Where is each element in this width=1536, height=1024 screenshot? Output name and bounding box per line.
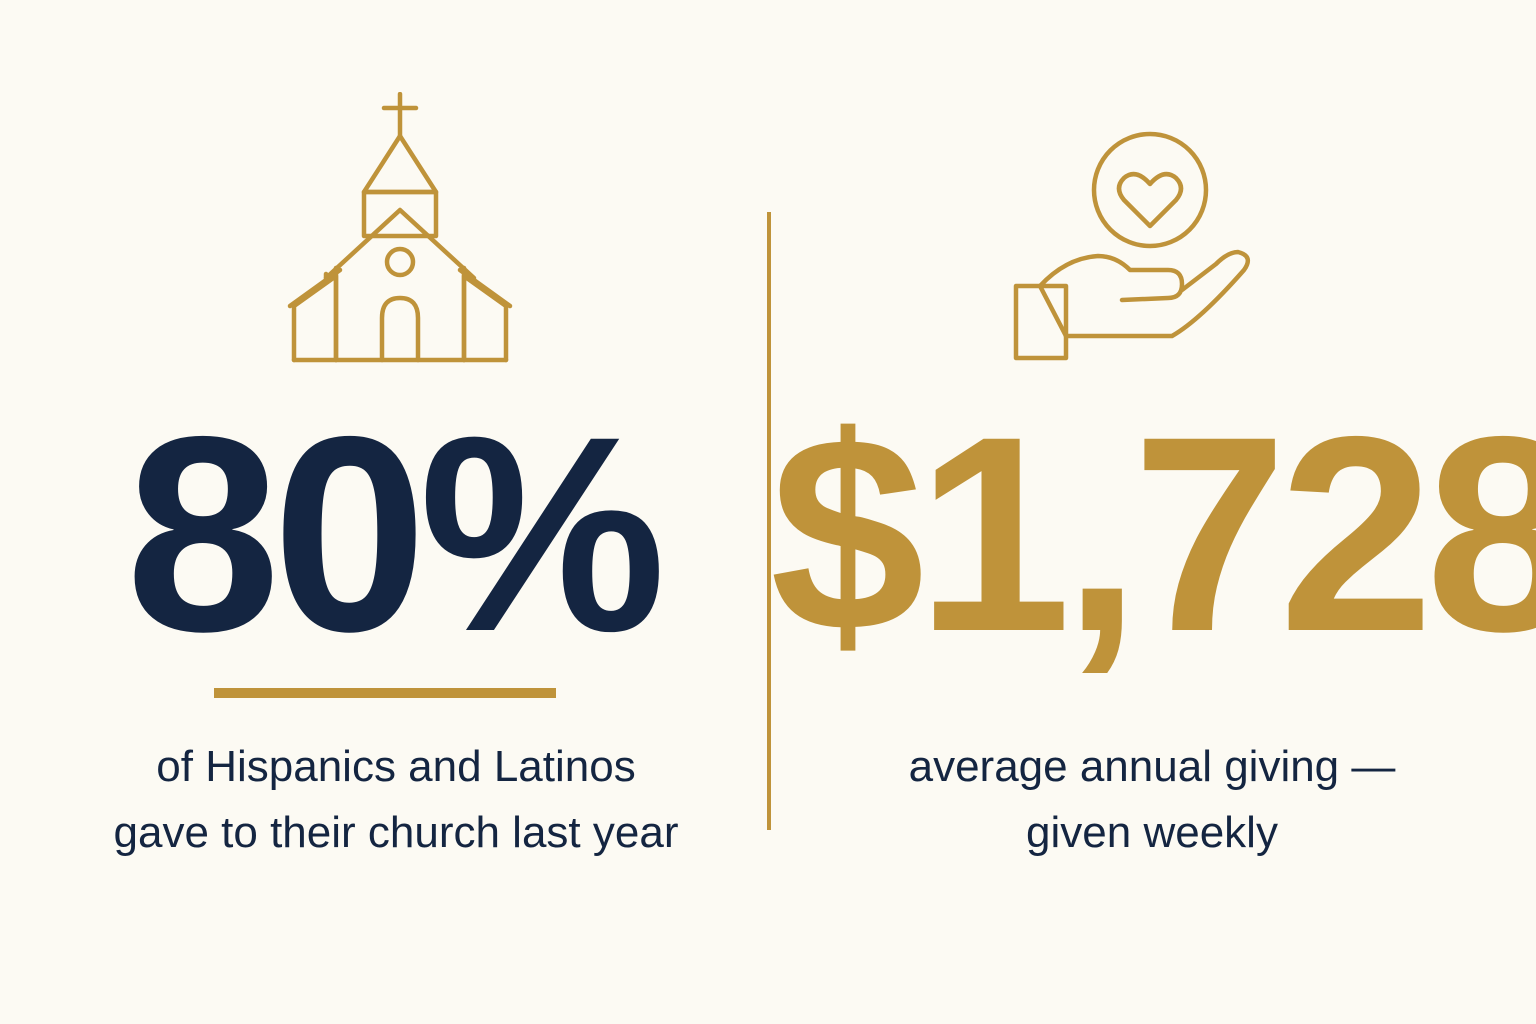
caption-line-1: of Hispanics and Latinos xyxy=(156,742,636,791)
stat-panel-annual-giving: $1,728 average annual giving — given wee… xyxy=(770,0,1536,1024)
hand-holding-heart-icon xyxy=(1012,130,1254,362)
stat-caption-church: of Hispanics and Latinos gave to their c… xyxy=(12,734,780,866)
stat-value-percent: 80% xyxy=(125,378,666,689)
stat-caption-giving: average annual giving — given weekly xyxy=(769,734,1535,866)
stat-underline xyxy=(214,688,556,698)
stat-value-amount: $1,728 xyxy=(770,378,1536,689)
church-icon xyxy=(284,92,516,368)
caption-line-2: gave to their church last year xyxy=(113,808,679,857)
caption-line-2: given weekly xyxy=(1026,808,1278,857)
caption-line-1: average annual giving — xyxy=(908,742,1396,791)
panel-divider xyxy=(767,212,771,830)
stat-panel-church-giving: 80% of Hispanics and Latinos gave to the… xyxy=(114,92,678,857)
